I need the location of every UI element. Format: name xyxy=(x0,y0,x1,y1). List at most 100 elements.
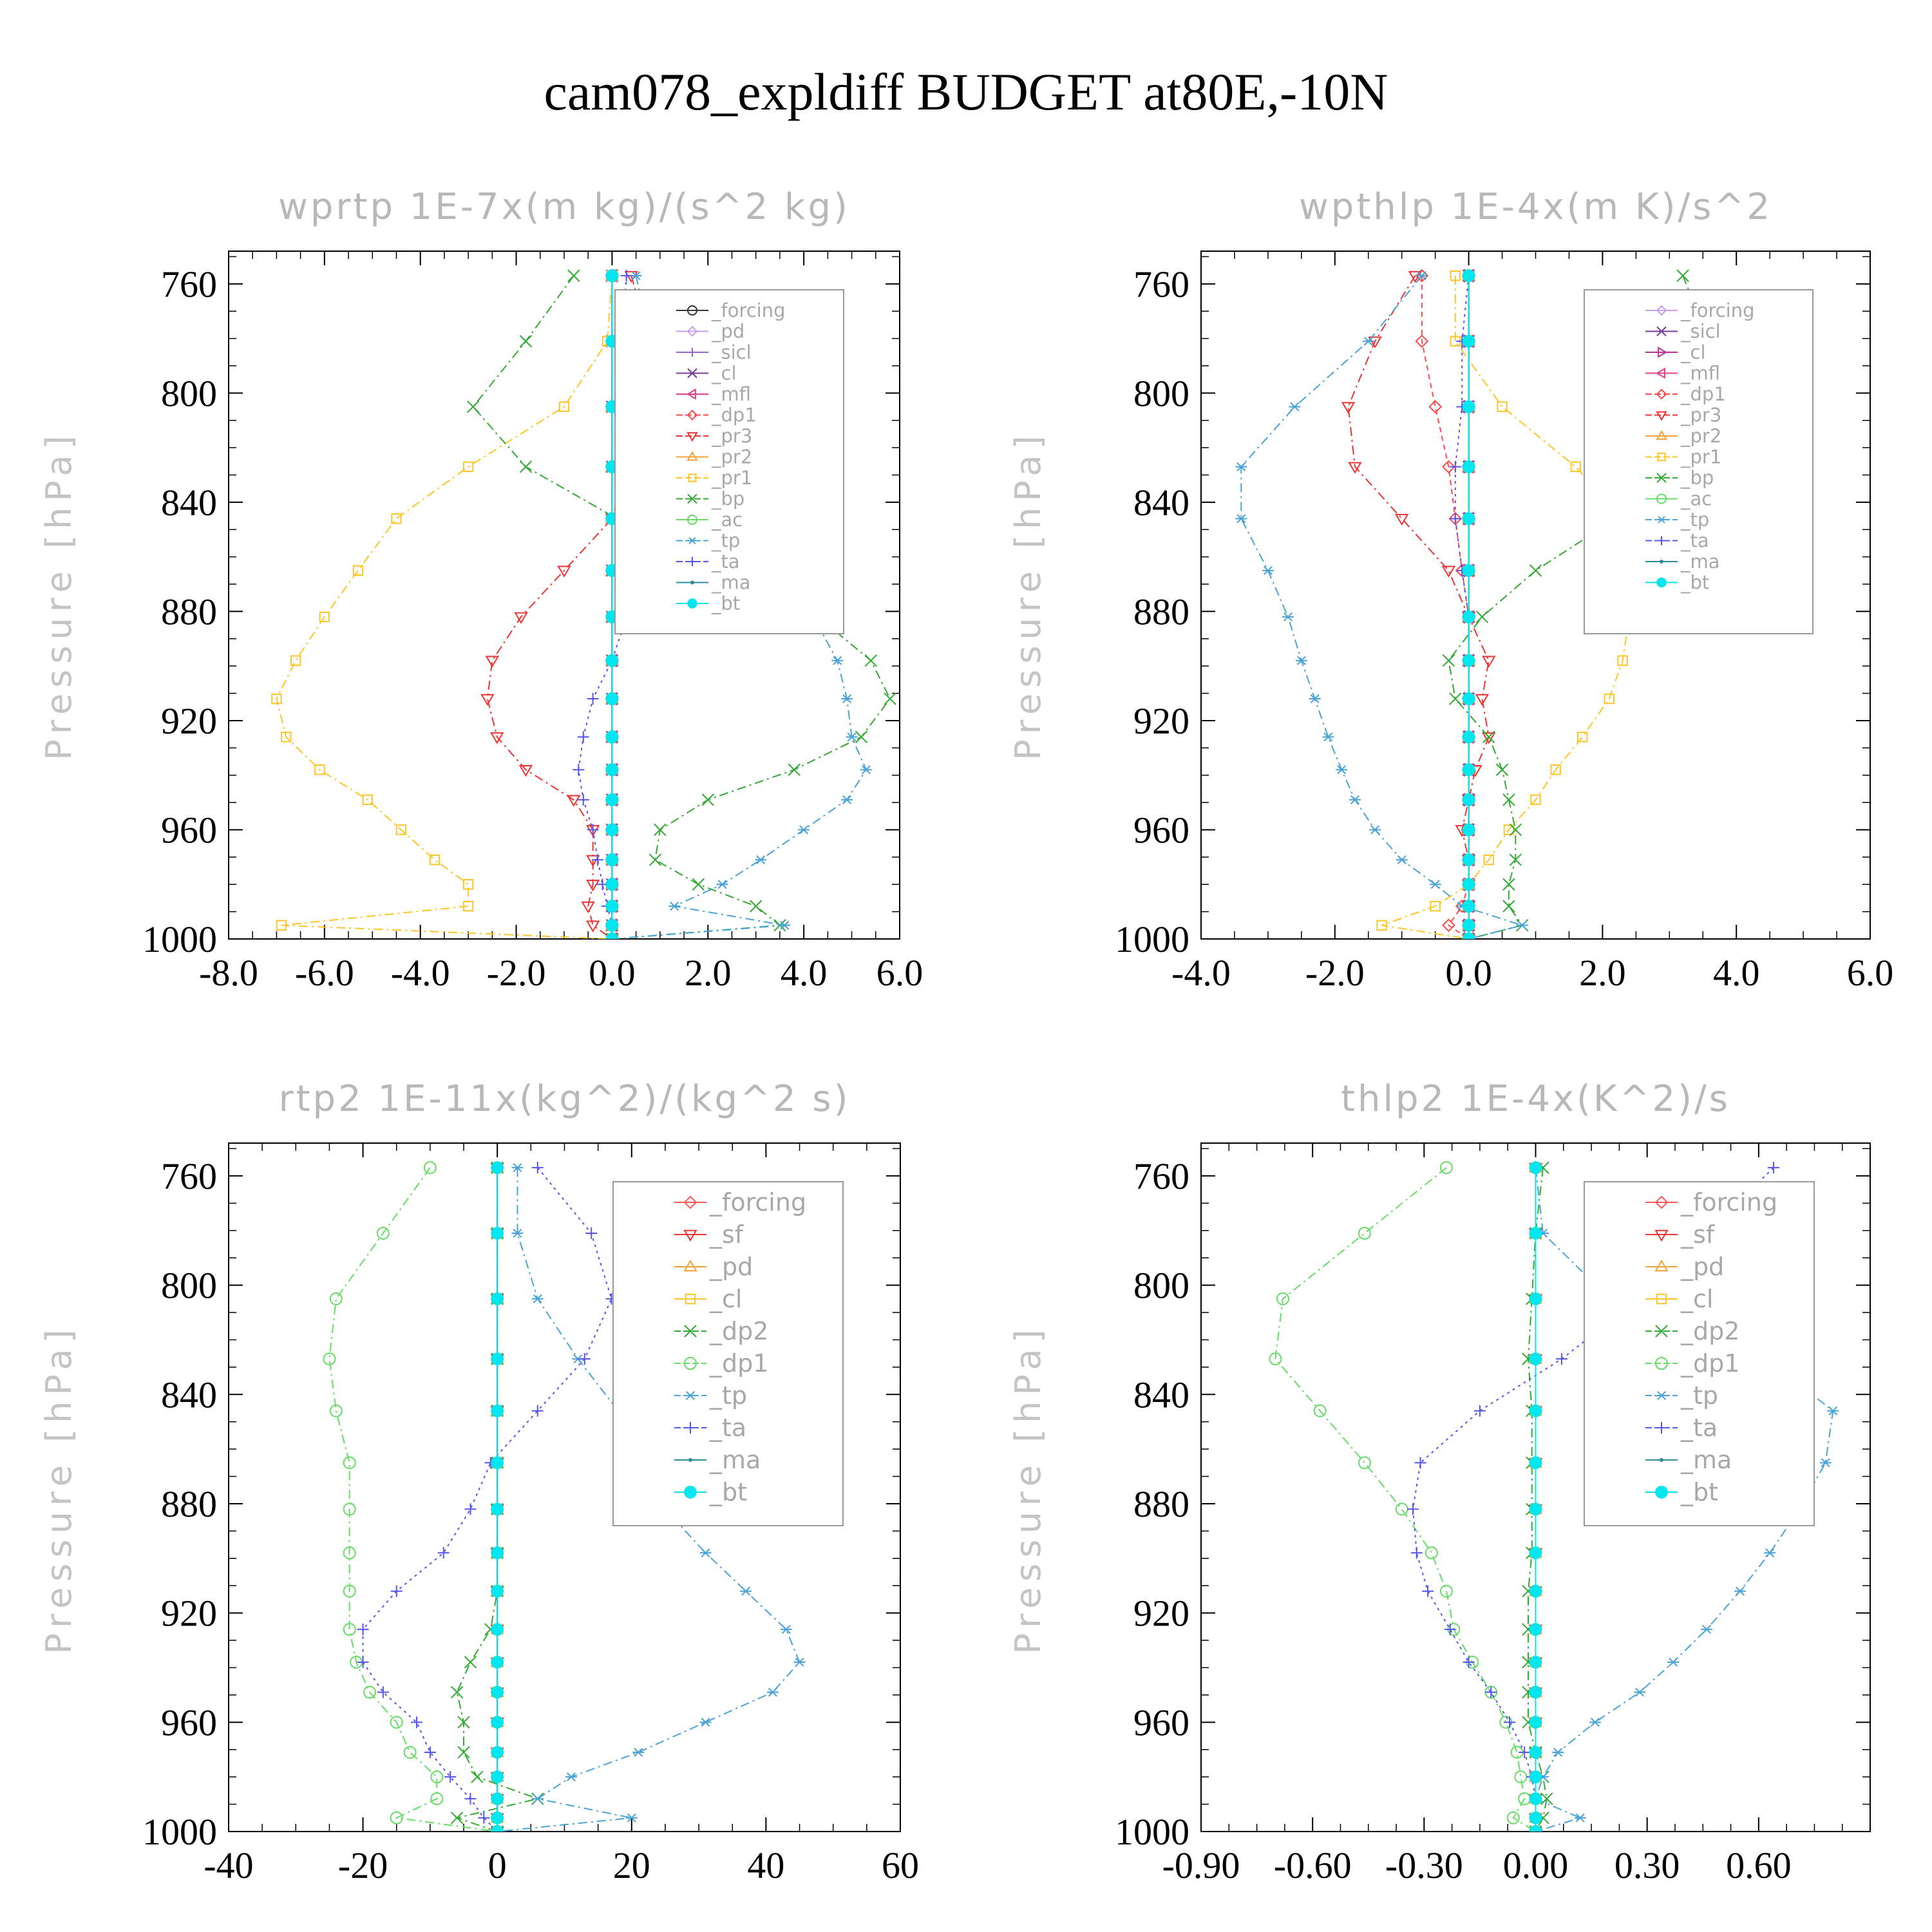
series-bp-point-shape xyxy=(692,878,705,891)
series-bt-point-shape xyxy=(605,654,619,667)
series-bt-point-shape xyxy=(491,1292,504,1305)
legend-marker xyxy=(1656,1390,1667,1401)
series-tp-point xyxy=(1552,1747,1564,1757)
series-pr1-point xyxy=(395,824,407,835)
legend-label: _forcing xyxy=(1680,1188,1777,1217)
legend-marker-shape xyxy=(1655,1325,1668,1338)
series-bt-point-shape xyxy=(491,1352,504,1366)
series-tp-point xyxy=(798,825,810,835)
series-pr1-point-shape xyxy=(1450,270,1461,281)
series-bp-point-shape xyxy=(1442,654,1455,667)
series-pr3-point-shape xyxy=(1348,462,1362,474)
series-bt-point xyxy=(605,900,619,913)
series-bp-point-shape xyxy=(519,335,533,348)
series-bt-point-shape xyxy=(1529,1404,1542,1417)
series-group xyxy=(1235,269,1750,939)
series-bt-point-shape xyxy=(605,933,619,939)
series-pr1-point xyxy=(462,879,474,890)
series-pr1-point-shape xyxy=(395,824,407,835)
y-tick-label: 840 xyxy=(161,482,217,524)
series-pr3-point-shape xyxy=(1475,694,1490,706)
series-dp1-point xyxy=(430,1792,444,1806)
legend-marker xyxy=(1656,430,1667,440)
series-bp-point xyxy=(1495,763,1509,776)
legend-marker-shape xyxy=(1655,1357,1668,1370)
legend-item: _pd xyxy=(1645,1253,1724,1281)
series-tp-point xyxy=(531,1294,544,1303)
y-tick-label: 880 xyxy=(1133,591,1189,632)
series-dp2-point xyxy=(457,1716,470,1729)
legend-marker xyxy=(685,1422,696,1434)
series-bp-point xyxy=(466,400,480,413)
legend-marker-shape xyxy=(688,348,697,357)
series-ta-point xyxy=(577,731,589,743)
series-bp-point-shape xyxy=(1502,793,1515,806)
series-pr3-point-shape xyxy=(485,656,500,668)
y-tick-label: 960 xyxy=(161,809,217,851)
legend-label: _bt xyxy=(709,1478,747,1506)
legend-marker xyxy=(1656,473,1667,483)
series-ta-point xyxy=(1407,1503,1419,1515)
y-tick-label: 800 xyxy=(1133,372,1189,414)
series-ta-point-shape xyxy=(478,1812,490,1824)
series-dp1-point xyxy=(1358,1226,1371,1240)
series-pr1-point xyxy=(281,732,292,743)
series-pr3-point xyxy=(1368,336,1382,348)
series-tp-point-shape xyxy=(1764,1548,1776,1558)
legend-marker-shape xyxy=(683,1260,697,1272)
legend-marker-shape xyxy=(688,536,697,545)
y-tick-label: 1000 xyxy=(1115,918,1189,960)
series-ta-point-shape xyxy=(1485,1686,1497,1698)
series-tp-point xyxy=(1667,1657,1680,1667)
series-pr1-point-shape xyxy=(319,611,330,623)
series-bp-point xyxy=(519,335,533,348)
legend-item: _forcing xyxy=(1645,299,1755,321)
series-dp1-point xyxy=(363,1685,377,1699)
series-bt-point-shape xyxy=(491,1456,504,1470)
series-bt-point xyxy=(1462,334,1475,348)
series-dp1-point xyxy=(329,1404,343,1417)
series-bp-point-shape xyxy=(466,400,480,413)
series-bt-point xyxy=(1529,1161,1542,1175)
series-bt-point xyxy=(1462,730,1475,744)
series-tp-point-shape xyxy=(511,1228,524,1238)
y-tick-label: 880 xyxy=(161,591,217,632)
series-bt-point xyxy=(1462,654,1475,667)
legend-marker-shape xyxy=(1657,536,1666,545)
x-tick-label: 0 xyxy=(488,1844,507,1886)
series-bt-point-shape xyxy=(605,269,619,283)
x-tick-label: -6.0 xyxy=(295,952,354,994)
legend-marker xyxy=(684,1325,697,1338)
series-dp1-point-shape xyxy=(343,1456,356,1470)
legend-box xyxy=(614,289,844,634)
series-dp2-point xyxy=(471,1770,484,1783)
legend-label: _ta xyxy=(711,551,740,573)
series-bp-point-shape xyxy=(519,460,533,473)
series-bt-point-shape xyxy=(1462,900,1475,913)
panel-title: thlp2 1E-4x(K^2)/s xyxy=(1341,1078,1730,1120)
series-ta-point-shape xyxy=(424,1746,436,1758)
series-bt-point-shape xyxy=(1462,460,1475,473)
series-tp-point xyxy=(1362,336,1374,346)
series-pr1-point xyxy=(1376,920,1387,931)
series-pr1-point-shape xyxy=(352,565,364,576)
series-bt-point xyxy=(491,1792,504,1805)
series-pr3-point-shape xyxy=(518,764,533,777)
series-bt-point xyxy=(1462,900,1475,913)
legend-label: _sf xyxy=(709,1220,744,1249)
series-bt-point xyxy=(1462,400,1475,413)
series-dp2-point-shape xyxy=(450,1685,464,1699)
legend-marker-shape xyxy=(1656,493,1667,504)
legend-marker-shape xyxy=(687,305,697,316)
series-ta-point-shape xyxy=(577,793,589,806)
series-bt-point xyxy=(491,1825,504,1832)
series-dp1-point xyxy=(1439,1161,1453,1175)
series-dp2-point-shape xyxy=(450,1812,464,1824)
legend-marker-shape xyxy=(1660,560,1663,564)
series-bp-point-shape xyxy=(1509,853,1522,866)
legend-marker xyxy=(685,1293,696,1305)
series-bp-point xyxy=(750,900,762,913)
series-bt-point xyxy=(491,1546,504,1560)
series-tp-point-shape xyxy=(1701,1625,1713,1634)
